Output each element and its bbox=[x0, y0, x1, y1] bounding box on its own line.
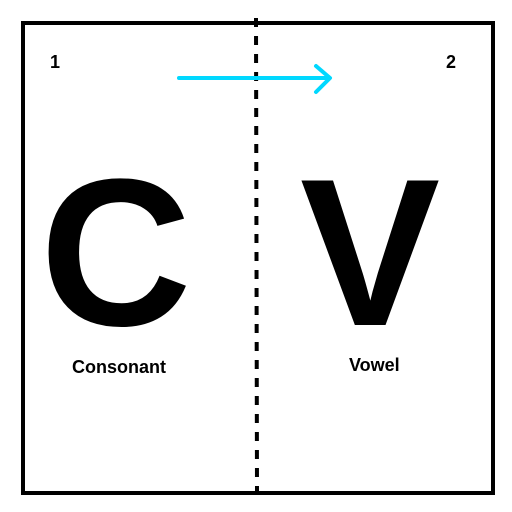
consonant-caption: Consonant bbox=[72, 357, 166, 377]
panel-number-2: 2 bbox=[446, 52, 457, 72]
vowel-letter: V bbox=[300, 135, 441, 370]
panel-number-1: 1 bbox=[50, 52, 61, 72]
right-arrow-icon bbox=[177, 64, 332, 94]
vowel-caption: Vowel bbox=[349, 355, 400, 375]
dashed-divider bbox=[254, 17, 259, 495]
consonant-letter: C bbox=[40, 135, 192, 370]
